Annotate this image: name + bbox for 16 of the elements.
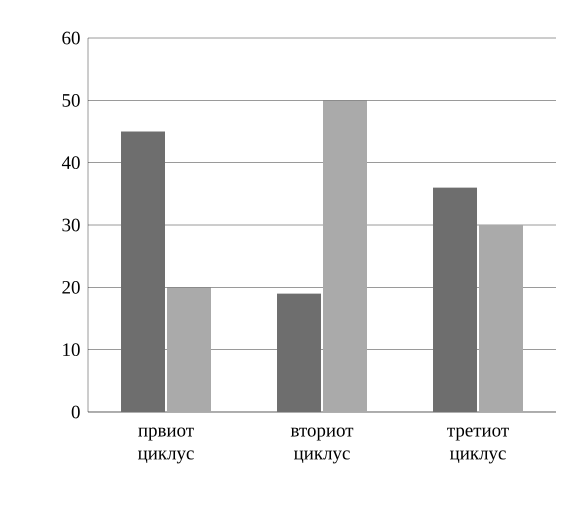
bar xyxy=(166,287,211,412)
y-tick-label: 40 xyxy=(62,156,80,170)
bar xyxy=(323,100,367,412)
y-tick-label: 10 xyxy=(63,343,80,356)
bar xyxy=(121,132,166,412)
x-tick-label: третиот циклус xyxy=(447,428,509,464)
x-tick-label: првиот циклус xyxy=(138,428,194,464)
bar xyxy=(277,294,322,412)
bar xyxy=(479,225,523,412)
x-tick-label: вториот циклус xyxy=(290,428,354,464)
bar xyxy=(433,188,478,412)
y-tick-label: 0 xyxy=(72,406,80,418)
y-tick-label: 30 xyxy=(62,218,80,232)
y-tick-label: 20 xyxy=(62,280,80,294)
y-tick-label: 60 xyxy=(62,32,80,44)
y-tick-label: 50 xyxy=(62,94,80,107)
